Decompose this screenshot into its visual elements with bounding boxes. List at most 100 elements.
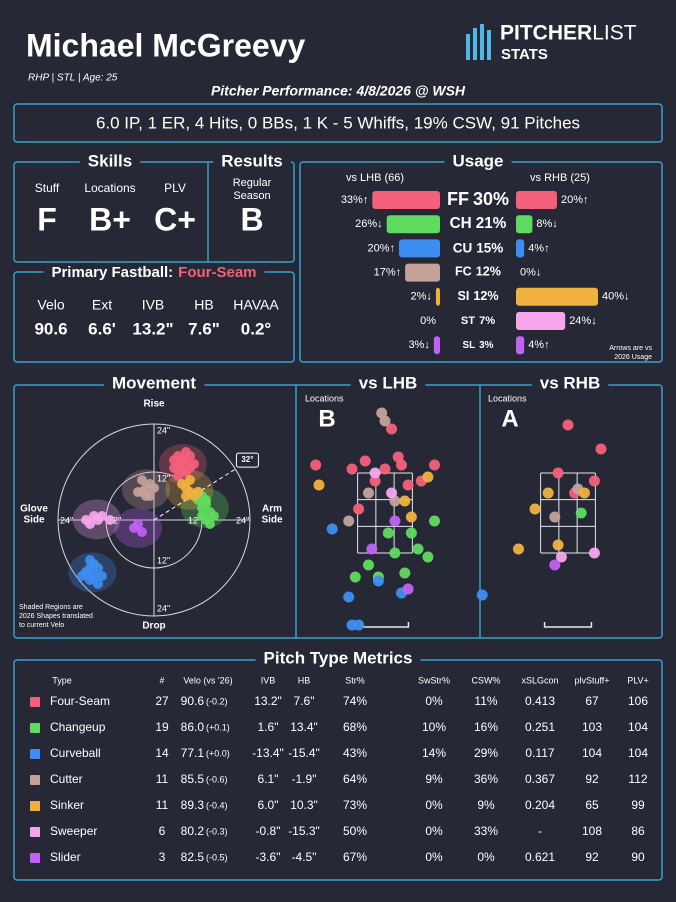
metric-cell: 89.3 [181,798,205,812]
fastball-stat-label: Velo [37,297,64,313]
location-point [389,515,401,527]
metric-cell: 0% [425,824,443,838]
metric-cell: 11 [156,798,169,812]
metric-cell: 108 [582,824,602,838]
location-point [552,539,564,551]
location-point [429,515,440,527]
metric-cell: 67 [585,694,599,708]
location-point [363,487,374,499]
usage-abbr: ST [461,315,475,327]
usage-share: 30% [473,189,509,209]
usage-pitch: SI 12% [457,289,498,303]
fastball-title-text: Primary Fastball: [51,264,173,281]
location-point [372,575,384,587]
location-point [359,455,371,467]
usage-share: 12% [473,289,498,303]
usage-bar-rhb [516,239,525,258]
movement-tick-label: 24" [236,515,249,525]
metric-cell: (-0.3) [206,826,228,836]
metric-cell: 0.367 [525,772,555,786]
location-label: Locations [488,393,527,403]
usage-label-rhb: 24%↓ [569,315,597,327]
metric-cell: -3.6" [256,850,281,864]
skill-grade: F [37,201,57,237]
title-backdrop [255,648,421,668]
metric-cell: (-0.4) [206,800,228,810]
metric-cell: 13.2" [254,694,282,708]
movement-tick-label: 24" [60,515,73,525]
metric-cell: 80.2 [181,824,205,838]
movement-arm: Arm [262,504,282,515]
metric-cell: 82.5 [181,850,205,864]
usage-lhb-title: vs LHB (66) [346,172,404,184]
usage-bar-lhb [372,191,440,209]
fastball-stat-label: HB [194,297,213,313]
location-point [399,567,411,579]
pitch-swatch [30,827,40,837]
metric-cell: 99 [631,798,645,812]
title-backdrop [531,373,609,393]
movement-point [169,463,179,473]
usage-bar-rhb [516,191,557,209]
panel [13,161,295,263]
metric-cell: 0.251 [525,720,555,734]
skill-grade: C+ [154,201,196,237]
metric-cell: -13.4" [252,746,284,760]
pitch-type: Sinker [50,798,84,812]
panel [13,103,663,143]
movement-point [177,479,187,489]
movement-point [81,515,91,525]
metrics-header: IVB [261,675,276,685]
results-title: Results [221,151,282,170]
fastball-stat-value: 7.6" [188,319,220,338]
metrics-header: Str% [345,675,365,685]
location-point [366,543,378,555]
movement-note: to current Velo [19,622,64,629]
logo-icon [466,24,491,60]
usage-label-lhb: 3%↓ [408,339,429,351]
metric-cell: 103 [582,720,602,734]
skill-label: Stuff [35,181,60,195]
metric-cell: -0.8" [256,824,281,838]
metric-cell: 86.0 [181,720,205,734]
metric-cell: 13.4" [290,720,318,734]
movement-point [181,491,191,501]
metric-cell: 67% [343,850,367,864]
location-point [379,415,391,427]
pitch-type: Curveball [50,746,101,760]
movement-tick-label: 12" [157,473,170,483]
location-point [529,503,541,515]
movement-point [93,579,103,589]
movement-point [197,511,207,521]
location-point [310,459,322,471]
pitch-swatch [30,801,40,811]
movement-point [137,475,147,485]
usage-abbr: FF [447,189,469,209]
movement-drop: Drop [142,621,165,632]
location-point [313,479,325,491]
metric-cell: (-0.2) [206,696,228,706]
usage-bar-rhb [516,312,566,330]
location-point [579,487,590,499]
movement-point [205,519,215,529]
player-bio: RHP | STL | Age: 25 [28,73,118,84]
usage-share: 21% [476,215,507,232]
movement-note: 2026 Shapes translated [19,613,93,620]
movement-point [85,575,95,585]
movement-point [97,511,107,521]
movement-tick-label: 24" [157,425,170,435]
usage-title: Usage [452,151,503,170]
metric-cell: -4.5" [292,850,317,864]
metric-cell: 0% [425,694,443,708]
metric-cell: 7.6" [294,694,315,708]
metric-cell: 104 [628,746,648,760]
skills-title: Skills [88,151,132,170]
location-point [363,559,374,571]
metric-cell: 27 [155,694,169,708]
usage-share: 7% [479,315,495,327]
metric-cell: - [538,824,542,838]
metric-cell: 43% [343,746,367,760]
metric-cell: 6.1" [258,772,279,786]
metrics-header: PLV+ [627,675,649,685]
